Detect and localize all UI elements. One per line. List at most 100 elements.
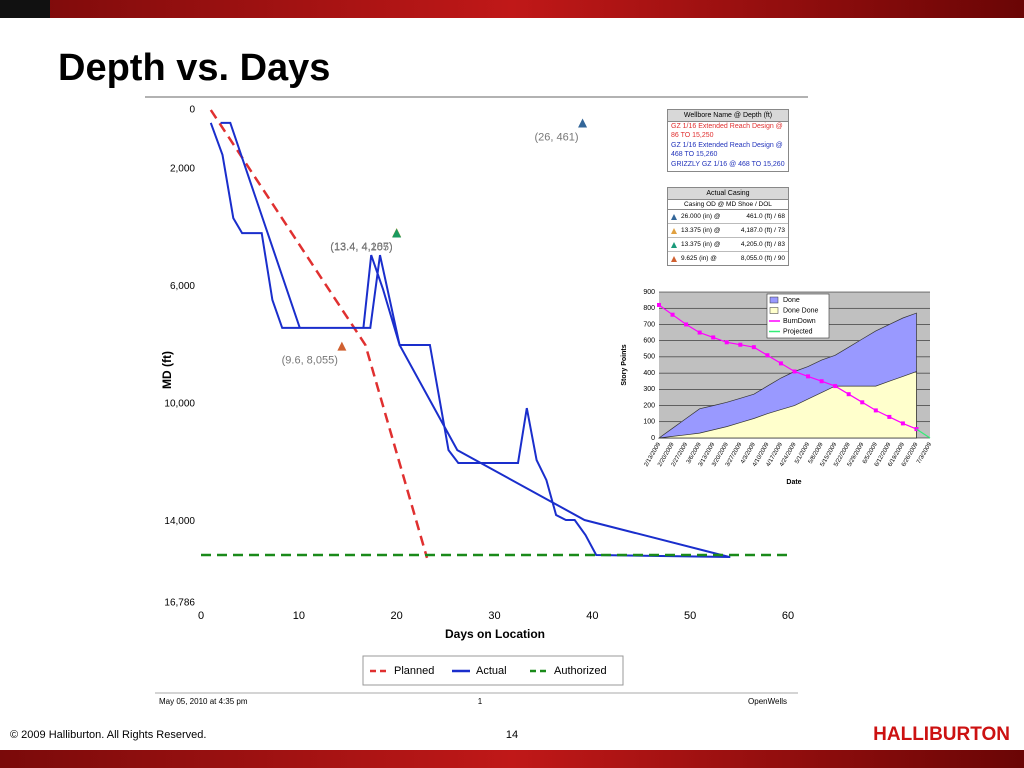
inset-point bbox=[711, 335, 716, 340]
inset-y-tick-label: 300 bbox=[643, 386, 655, 393]
y-tick-label: 14,000 bbox=[164, 516, 195, 527]
casing-marker bbox=[392, 228, 402, 238]
casing-shoe: 4,187.0 (ft) / 73 bbox=[740, 227, 785, 234]
inset-x-title: Date bbox=[786, 479, 801, 486]
inset-point bbox=[738, 342, 743, 347]
casing-icon bbox=[671, 213, 677, 220]
casing-icon bbox=[671, 241, 677, 248]
annotation-label: (9.6, 8,055) bbox=[282, 354, 338, 366]
legend-label: Actual bbox=[476, 665, 507, 677]
inset-point bbox=[657, 302, 661, 307]
y-tick-label: 6,000 bbox=[170, 281, 195, 292]
y-axis-title: MD (ft) bbox=[160, 351, 174, 389]
inset-point bbox=[697, 330, 702, 335]
casing-row: 26.000 (in) @ 461.0 (ft) / 68 bbox=[668, 210, 788, 224]
inset-point bbox=[684, 322, 689, 327]
inset-legend-swatch bbox=[769, 307, 779, 314]
page-number: 14 bbox=[506, 729, 518, 741]
casing-shoe: 4,205.0 (ft) / 83 bbox=[740, 241, 785, 248]
top-block bbox=[0, 0, 50, 18]
inset-y-tick-label: 400 bbox=[643, 370, 655, 377]
inset-point bbox=[670, 312, 675, 317]
inset-point bbox=[887, 414, 892, 419]
inset-point bbox=[765, 353, 770, 358]
y-tick-label: 16,786 bbox=[164, 598, 195, 609]
inset-point bbox=[860, 400, 865, 405]
inset-y-tick-label: 500 bbox=[643, 354, 655, 361]
x-tick-label: 20 bbox=[391, 610, 403, 622]
casing-icon bbox=[671, 227, 677, 234]
casing-marker bbox=[578, 118, 588, 128]
annotation-label: (13.4, 4,205) bbox=[330, 241, 392, 253]
y-tick-label: 2,000 bbox=[170, 163, 195, 174]
inset-y-tick-label: 0 bbox=[651, 435, 655, 442]
x-tick-label: 60 bbox=[782, 610, 794, 622]
inset-y-tick-label: 800 bbox=[643, 305, 655, 312]
casing-od: 9.625 (in) @ bbox=[681, 255, 717, 262]
x-tick-label: 0 bbox=[198, 610, 204, 622]
inset-area bbox=[658, 371, 917, 439]
casing-marker bbox=[337, 341, 347, 351]
y-tick-label: 0 bbox=[189, 105, 195, 116]
inset-point bbox=[819, 379, 824, 384]
bottom-bar bbox=[0, 750, 1024, 768]
report-page: 1 bbox=[478, 697, 483, 706]
annotation-label: (26, 461) bbox=[535, 131, 579, 143]
inset-point bbox=[846, 392, 851, 397]
legend-label: Authorized bbox=[554, 665, 607, 677]
wellbore-entry: GZ 1/16 Extended Reach Design @ 468 TO 1… bbox=[671, 142, 783, 158]
inset-legend-label: Projected bbox=[783, 328, 813, 335]
casing-od: 26.000 (in) @ bbox=[681, 213, 721, 220]
inset-line bbox=[658, 304, 917, 430]
report-app: OpenWells bbox=[748, 697, 787, 706]
y-tick-label: 10,000 bbox=[164, 398, 195, 409]
inset-y-tick-label: 700 bbox=[643, 321, 655, 328]
casing-shoe: 461.0 (ft) / 68 bbox=[746, 213, 785, 220]
casing-row: 13.375 (in) @ 4,187.0 (ft) / 73 bbox=[668, 224, 788, 238]
inset-point bbox=[751, 345, 756, 350]
inset-point bbox=[792, 369, 797, 374]
series-line bbox=[209, 109, 429, 559]
x-axis-title: Days on Location bbox=[445, 627, 545, 641]
casing-shoe: 8,055.0 (ft) / 90 bbox=[740, 255, 785, 262]
inset-point bbox=[833, 384, 838, 389]
x-tick-label: 30 bbox=[488, 610, 500, 622]
casing-od: 13.375 (in) @ bbox=[681, 227, 721, 234]
inset-y-tick-label: 200 bbox=[643, 402, 655, 409]
series-line bbox=[209, 121, 731, 558]
casing-subtitle: Casing OD @ MD Shoe / DOL bbox=[668, 200, 788, 210]
x-tick-label: 40 bbox=[586, 610, 598, 622]
logo: HALLIBURTON bbox=[873, 724, 1010, 745]
inset-legend-swatch bbox=[769, 296, 779, 304]
inset-point bbox=[900, 421, 905, 426]
casing-title: Actual Casing bbox=[668, 188, 788, 200]
inset-legend-label: Done Done bbox=[783, 307, 819, 314]
inset-point bbox=[873, 408, 878, 413]
wellbore-entry: GZ 1/16 Extended Reach Design @ 86 TO 15… bbox=[671, 123, 783, 139]
inset-legend-label: Done bbox=[783, 297, 800, 304]
x-tick-label: 10 bbox=[293, 610, 305, 622]
wellbore-title: Wellbore Name @ Depth (ft) bbox=[668, 110, 788, 122]
legend-box bbox=[362, 655, 624, 686]
x-tick-label: 50 bbox=[684, 610, 696, 622]
legend-label: Planned bbox=[394, 665, 434, 677]
inset-line bbox=[916, 428, 931, 439]
wellbore-entry: GRIZZLY GZ 1/16 @ 468 TO 15,260 bbox=[671, 161, 785, 168]
inset-point bbox=[724, 340, 729, 345]
inset-y-title: Story Points bbox=[621, 344, 628, 385]
report-date: May 05, 2010 at 4:35 pm bbox=[159, 697, 248, 706]
inset-point bbox=[806, 374, 811, 379]
inset-y-tick-label: 100 bbox=[643, 419, 655, 426]
wellbore-table: Wellbore Name @ Depth (ft) GZ 1/16 Exten… bbox=[667, 109, 789, 172]
casing-row: 13.375 (in) @ 4,205.0 (ft) / 83 bbox=[668, 238, 788, 252]
inset-point bbox=[914, 427, 919, 432]
top-bar bbox=[0, 0, 1024, 18]
annotation-label: (13.4, 4,187) bbox=[330, 241, 392, 253]
copyright: © 2009 Halliburton. All Rights Reserved. bbox=[10, 729, 206, 741]
casing-row: 9.625 (in) @ 8,055.0 (ft) / 90 bbox=[668, 252, 788, 265]
wellbore-entries: GZ 1/16 Extended Reach Design @ 86 TO 15… bbox=[668, 122, 788, 171]
casing-icon bbox=[671, 255, 677, 262]
casing-rows: 26.000 (in) @ 461.0 (ft) / 68 13.375 (in) … bbox=[668, 210, 788, 265]
